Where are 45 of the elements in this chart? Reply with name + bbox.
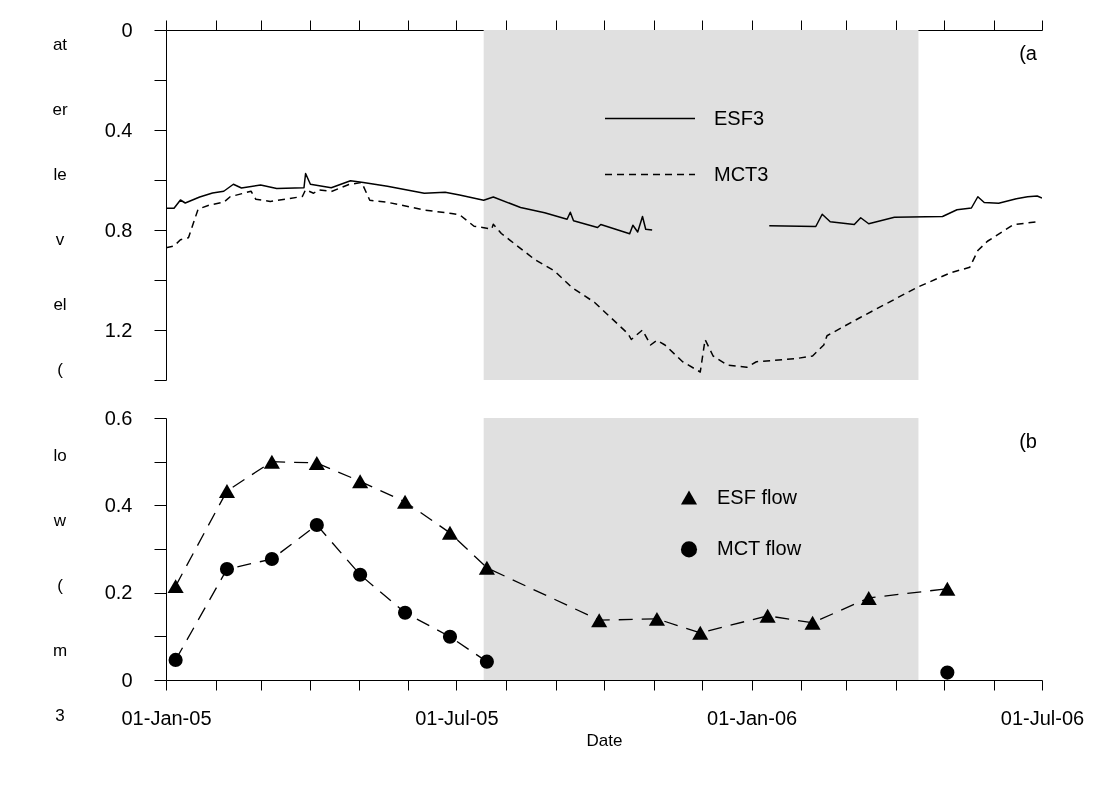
point xyxy=(442,629,458,644)
point xyxy=(591,613,608,628)
point xyxy=(396,494,414,509)
point xyxy=(478,560,495,575)
y-tick-label: 0.8 xyxy=(104,218,133,241)
point xyxy=(441,525,459,540)
point xyxy=(168,652,183,667)
y-tick-label: 0 xyxy=(121,18,133,41)
point xyxy=(397,605,413,620)
point xyxy=(648,611,666,626)
x-axis-title: Date xyxy=(586,730,623,750)
point xyxy=(167,579,184,594)
point xyxy=(939,581,956,596)
annotation: (b xyxy=(1019,430,1037,452)
point xyxy=(219,562,235,577)
legend-label: ESF flow xyxy=(717,485,798,508)
legend-label: ESF3 xyxy=(714,106,765,129)
point xyxy=(804,615,821,630)
point xyxy=(940,665,955,680)
point xyxy=(479,654,494,669)
y-tick-label: 0.4 xyxy=(104,493,133,516)
point xyxy=(353,567,368,582)
x-tick-label: 01-Jan-05 xyxy=(121,706,212,729)
point xyxy=(759,608,776,623)
x-tick-label: 01-Jul-06 xyxy=(1000,706,1085,729)
point xyxy=(264,551,279,567)
text: lo w ( m 3 xyxy=(52,446,68,725)
x-tick-label: 01-Jul-05 xyxy=(415,706,499,729)
y-tick-label: 0.6 xyxy=(104,406,133,429)
point xyxy=(263,454,280,469)
y-tick-label: 1.2 xyxy=(104,318,133,341)
point xyxy=(352,474,369,489)
x-tick-label: 01-Jan-06 xyxy=(707,706,798,729)
point xyxy=(860,590,877,605)
point xyxy=(309,517,324,533)
y-tick-label: 0 xyxy=(121,668,133,691)
annotation: (a xyxy=(1019,42,1038,64)
legend-label: MCT3 xyxy=(714,162,769,185)
y-tick-label: 0.2 xyxy=(104,581,133,604)
point xyxy=(692,625,709,640)
point xyxy=(308,455,325,470)
y-tick-label: 0.4 xyxy=(104,118,133,141)
text: at er le v el ( xyxy=(52,35,68,379)
point xyxy=(218,483,236,498)
legend-label: MCT flow xyxy=(717,537,802,560)
